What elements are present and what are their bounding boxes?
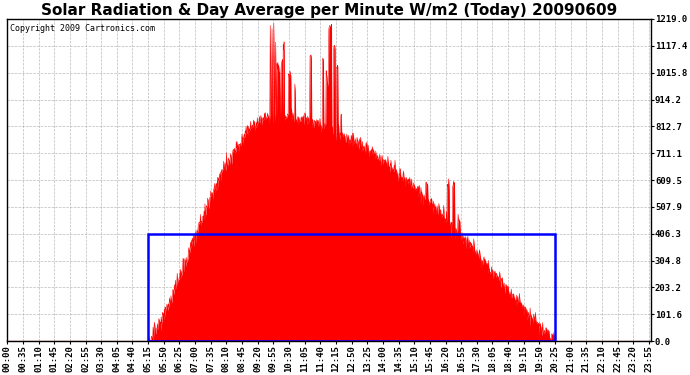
Title: Solar Radiation & Day Average per Minute W/m2 (Today) 20090609: Solar Radiation & Day Average per Minute… (41, 3, 617, 18)
Bar (148, 234, 555, 341)
Text: Copyright 2009 Cartronics.com: Copyright 2009 Cartronics.com (10, 24, 155, 33)
